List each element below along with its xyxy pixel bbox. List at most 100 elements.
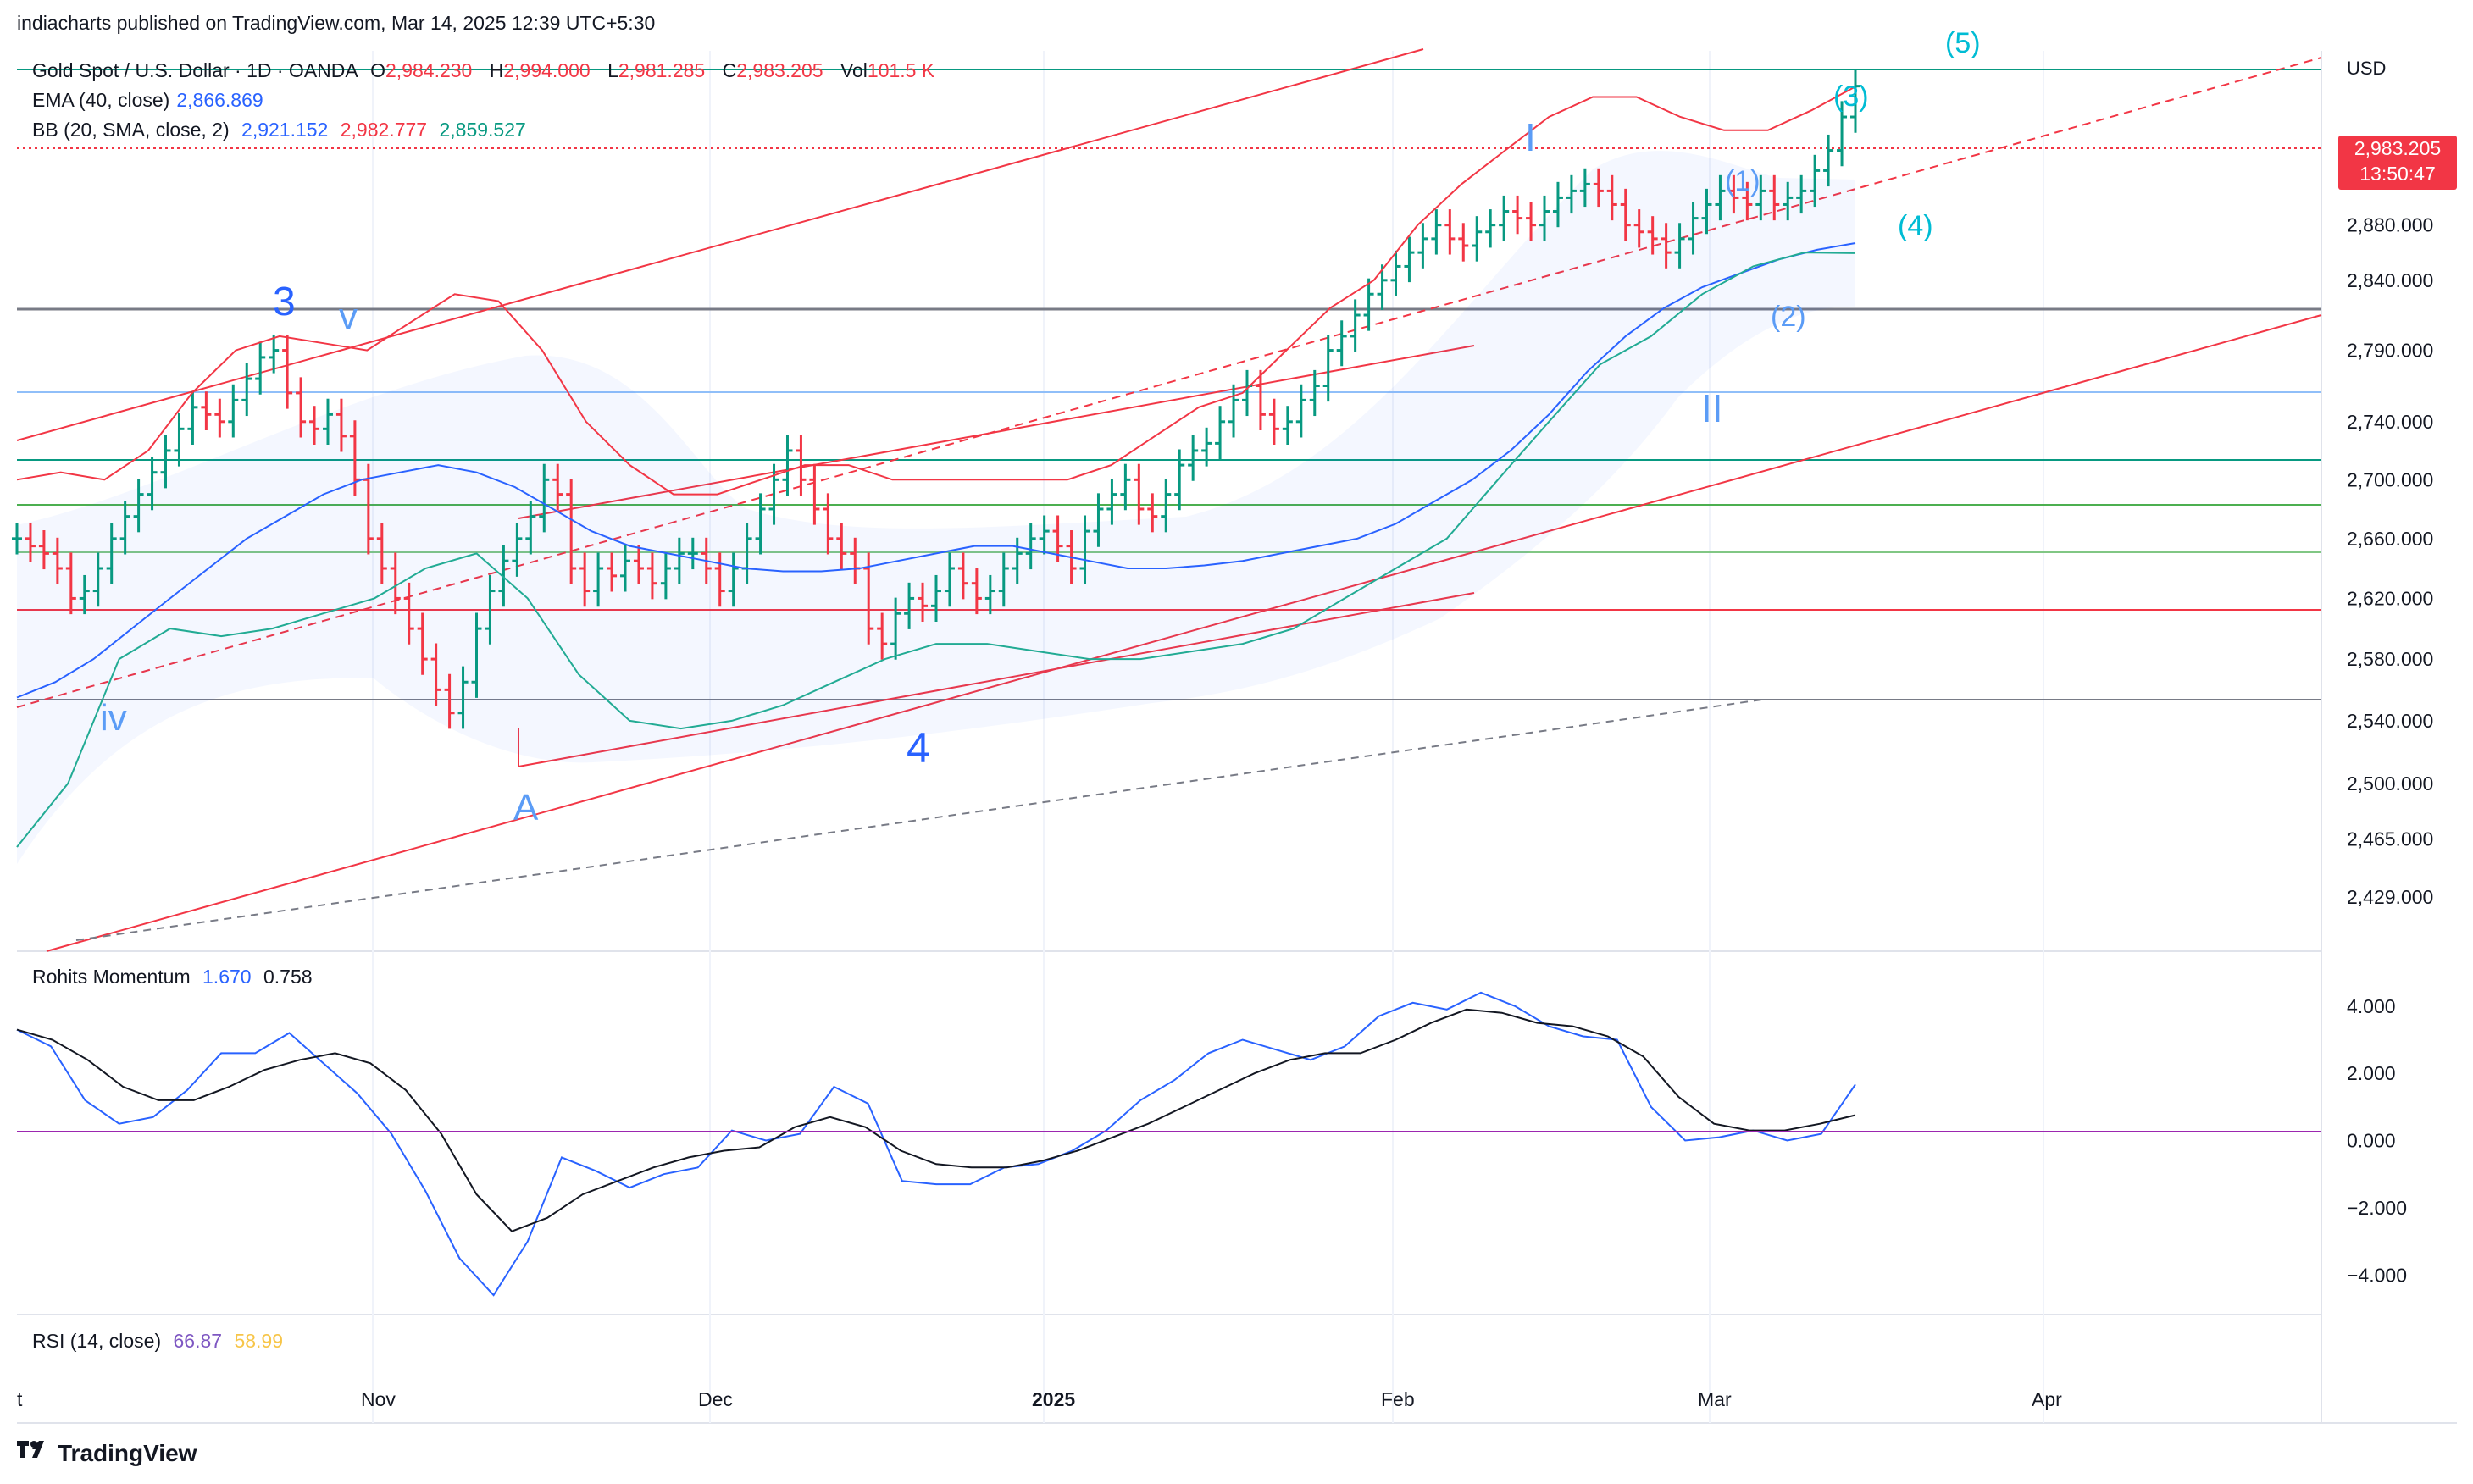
price-bar xyxy=(1755,174,1766,221)
price-bar xyxy=(633,545,644,584)
price-bar xyxy=(1012,537,1023,584)
price-bar xyxy=(877,612,888,660)
price-bar xyxy=(1201,427,1212,467)
bb-label: BB (20, SMA, close, 2) xyxy=(32,119,230,141)
price-bar xyxy=(1769,174,1780,221)
price-bar xyxy=(714,552,725,607)
tv-logo-text: TradingView xyxy=(58,1440,197,1466)
price-bar xyxy=(269,334,280,374)
price-bar xyxy=(1633,209,1644,248)
x-tick-label: Nov xyxy=(361,1388,396,1410)
price-bar xyxy=(1539,195,1550,241)
price-bar xyxy=(660,552,671,600)
price-bar xyxy=(457,666,469,729)
open-label: O xyxy=(370,59,386,81)
symbol-title[interactable]: Gold Spot / U.S. Dollar · 1D · OANDA xyxy=(32,59,358,81)
price-bar xyxy=(525,501,536,555)
price-tick-label: 2,840.000 xyxy=(2347,269,2433,291)
price-bar xyxy=(1526,202,1537,241)
price-bar xyxy=(1499,195,1510,241)
price-bar xyxy=(65,552,76,615)
price-bar xyxy=(728,552,739,607)
wave-a-channel-bottom xyxy=(518,592,1475,767)
wave-label-paren-4: (4) xyxy=(1898,210,1933,242)
wave-label-paren-2: (2) xyxy=(1771,301,1806,333)
rsi-legend[interactable]: RSI (14, close) 66.87 58.99 xyxy=(32,1330,290,1353)
price-bar xyxy=(92,552,103,607)
price-bar xyxy=(984,574,995,615)
wave-label-paren-5: (5) xyxy=(1945,27,1981,59)
price-bar xyxy=(1377,264,1388,310)
price-bar xyxy=(809,463,820,525)
price-bar xyxy=(687,537,698,570)
price-tick-label: 2,740.000 xyxy=(2347,411,2433,433)
x-tick-label: Mar xyxy=(1698,1388,1732,1410)
price-bar xyxy=(1606,174,1617,221)
price-tick-label: 2,660.000 xyxy=(2347,528,2433,550)
price-tick-label: 2,790.000 xyxy=(2347,340,2433,362)
price-bar xyxy=(1417,223,1428,269)
x-tick-label: t xyxy=(17,1388,23,1410)
price-bar xyxy=(607,552,618,592)
price-bar xyxy=(1728,174,1739,214)
price-bar xyxy=(1552,181,1563,228)
price-bar xyxy=(1350,299,1361,352)
price-bar xyxy=(836,523,847,570)
price-bar xyxy=(228,384,239,438)
price-bar xyxy=(1810,154,1821,208)
channel-upper-line xyxy=(16,48,1424,441)
price-bar xyxy=(1647,216,1658,255)
momentum-tick-label: −4.000 xyxy=(2347,1264,2407,1286)
currency-button[interactable]: USD xyxy=(2347,58,2387,79)
price-bar xyxy=(1282,406,1293,445)
wave-label-i: I xyxy=(1525,115,1536,159)
price-bar xyxy=(620,545,631,592)
price-bar xyxy=(566,479,577,584)
ema-legend[interactable]: EMA (40, close) 2,866.869 xyxy=(32,89,270,112)
tradingview-logo[interactable]: TradingView xyxy=(17,1440,197,1467)
price-tick-label: 2,580.000 xyxy=(2347,648,2433,670)
price-bar xyxy=(38,530,49,570)
price-bar xyxy=(1512,195,1523,235)
close-label: C xyxy=(722,59,737,81)
bb-legend[interactable]: BB (20, SMA, close, 2) 2,921.152 2,982.7… xyxy=(32,119,533,141)
price-bar xyxy=(1715,174,1726,221)
momentum-legend[interactable]: Rohits Momentum 1.670 0.758 xyxy=(32,966,319,988)
price-tick-label: 2,429.000 xyxy=(2347,886,2433,908)
volume-label: Vol xyxy=(840,59,868,81)
price-bar xyxy=(1309,369,1320,417)
price-tick-label: 2,620.000 xyxy=(2347,587,2433,609)
price-bar xyxy=(1620,188,1631,241)
price-bar xyxy=(863,552,874,645)
price-bar xyxy=(201,391,212,430)
price-bar xyxy=(918,582,929,622)
price-bar xyxy=(1661,223,1672,269)
price-bar xyxy=(998,552,1009,607)
price-bar xyxy=(971,568,982,615)
price-bar xyxy=(1215,406,1226,460)
price-bar xyxy=(335,398,347,452)
price-bar xyxy=(119,501,130,555)
price-bar xyxy=(1796,174,1807,214)
price-bar xyxy=(1688,202,1699,255)
price-bar xyxy=(1188,435,1199,481)
price-bar xyxy=(1593,168,1604,208)
close-value: 2,983.205 xyxy=(736,59,823,81)
price-bar xyxy=(241,363,252,417)
price-bar xyxy=(1566,174,1577,214)
price-bar xyxy=(512,523,523,577)
tv-logo-icon xyxy=(17,1440,51,1467)
price-bar xyxy=(430,643,441,706)
price-bar xyxy=(106,523,117,584)
price-bar xyxy=(552,463,563,511)
price-bar xyxy=(376,523,387,584)
price-bar xyxy=(133,479,144,533)
price-bar xyxy=(1147,493,1158,533)
price-bar xyxy=(823,493,834,555)
momentum-fast-line xyxy=(16,991,1856,1297)
price-bar xyxy=(646,552,657,600)
price-bar xyxy=(539,463,550,533)
wave-label-paren-1: (1) xyxy=(1725,165,1760,197)
price-bar xyxy=(1093,493,1104,547)
